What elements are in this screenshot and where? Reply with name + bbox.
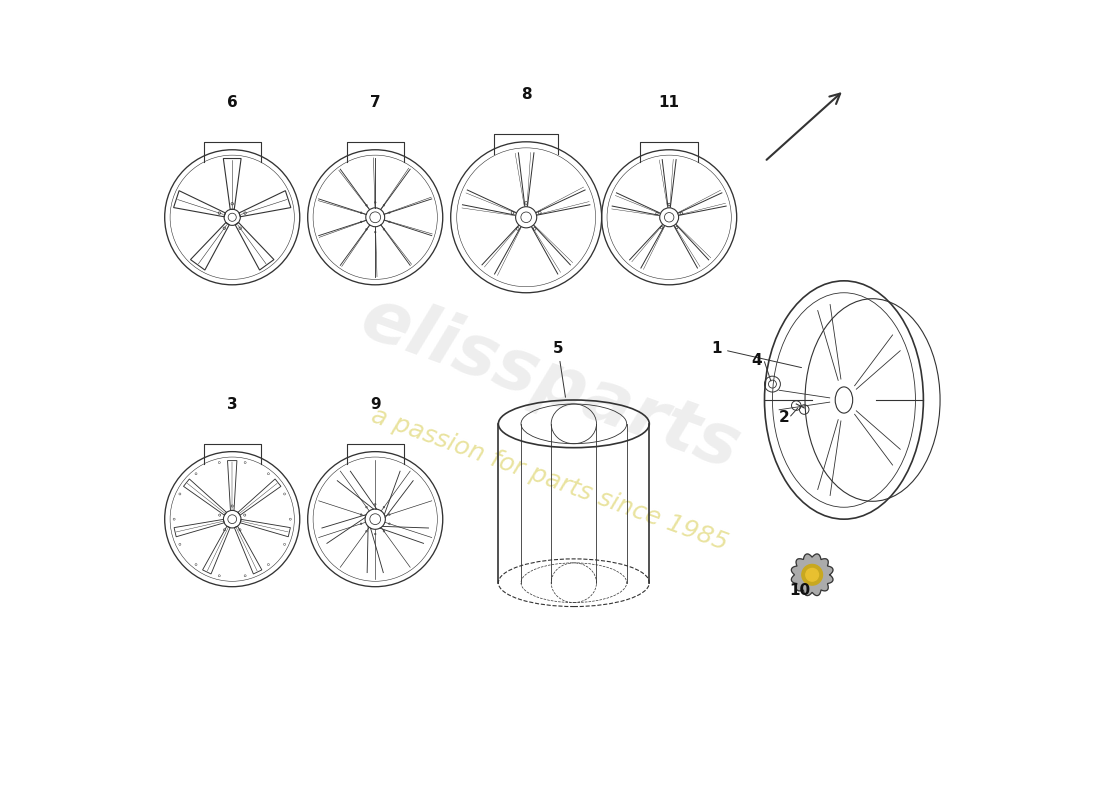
Text: 2: 2 [779,410,790,425]
Text: 10: 10 [790,583,811,598]
Text: 4: 4 [751,353,762,368]
Text: 7: 7 [370,95,381,110]
Text: elissparts: elissparts [351,284,749,485]
Text: 3: 3 [227,397,238,412]
Text: 11: 11 [659,95,680,110]
Text: 6: 6 [227,95,238,110]
Polygon shape [791,554,833,595]
Circle shape [806,569,818,581]
Text: 9: 9 [370,397,381,412]
Circle shape [802,565,823,585]
Text: 5: 5 [552,341,565,398]
Text: 1: 1 [712,341,802,368]
Text: a passion for parts since 1985: a passion for parts since 1985 [368,403,732,555]
Text: 8: 8 [521,87,531,102]
